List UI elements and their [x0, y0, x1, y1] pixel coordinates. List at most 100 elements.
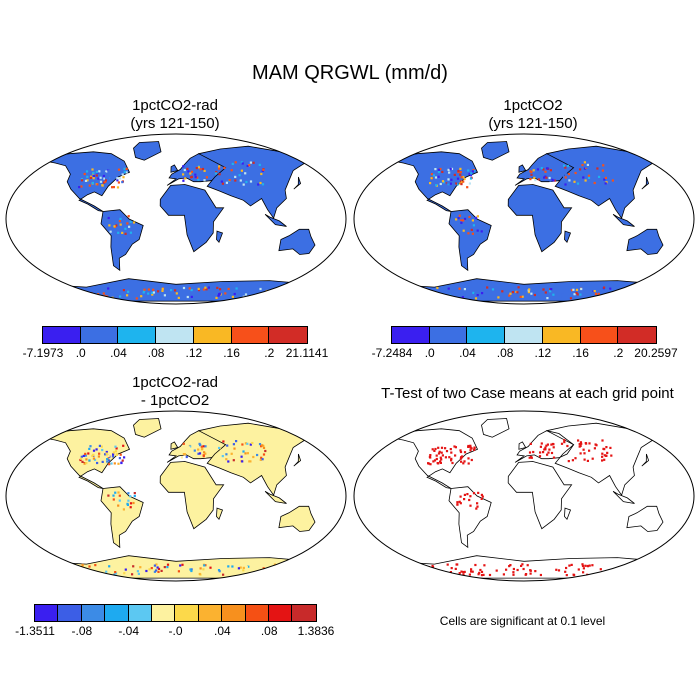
grid-cell [463, 498, 466, 501]
continent-jp [641, 176, 650, 190]
grid-cell [517, 286, 520, 289]
grid-cell [91, 168, 94, 171]
grid-cell [194, 173, 197, 176]
grid-cell [456, 503, 459, 506]
colorbar-swatch [580, 327, 619, 343]
grid-cell [275, 573, 278, 576]
panel-a-colorbar [42, 326, 308, 344]
grid-cell [462, 573, 465, 576]
grid-cell [467, 462, 470, 465]
grid-cell [282, 570, 285, 573]
grid-cell [436, 462, 439, 465]
grid-cell [246, 452, 249, 455]
grid-cell [118, 494, 121, 497]
grid-cell [112, 453, 115, 456]
panel-b-title-line2: (yrs 121-150) [488, 115, 578, 132]
grid-cell [166, 566, 169, 569]
grid-cell [161, 287, 164, 290]
grid-cell [99, 176, 102, 179]
grid-cell [114, 450, 118, 453]
grid-cell [116, 453, 119, 456]
grid-cell [218, 446, 221, 450]
grid-cell [607, 289, 610, 292]
grid-cell [456, 183, 459, 186]
panel-b-colorbar [391, 326, 657, 344]
grid-cell [455, 563, 458, 566]
grid-cell [437, 168, 440, 171]
grid-cell [432, 174, 435, 177]
grid-cell [73, 573, 76, 576]
grid-cell [601, 455, 604, 458]
grid-cell [119, 295, 122, 298]
grid-cell [467, 169, 470, 172]
grid-cell [71, 290, 74, 293]
grid-cell [89, 176, 92, 179]
grid-cell [118, 172, 121, 175]
grid-cell [270, 570, 273, 573]
continent-jp [641, 453, 650, 467]
grid-cell [241, 460, 244, 463]
grid-cell [460, 456, 463, 459]
grid-cell [179, 564, 182, 567]
continent-au [278, 505, 316, 532]
grid-cell [261, 458, 264, 461]
continent-eu [514, 430, 575, 463]
grid-cell [450, 451, 453, 454]
grid-cell [587, 176, 591, 179]
grid-cell [457, 217, 460, 220]
grid-cell [481, 292, 484, 295]
grid-cell [92, 177, 95, 180]
grid-cell [68, 296, 71, 299]
grid-cell [566, 444, 569, 448]
grid-cell [202, 454, 205, 457]
grid-cell [94, 564, 97, 567]
grid-cell [202, 288, 206, 291]
grid-cell [549, 169, 552, 172]
grid-cell [581, 563, 584, 566]
continent-gr [133, 141, 162, 161]
grid-cell [437, 175, 440, 178]
grid-cell [227, 460, 230, 463]
continent-ind [612, 490, 635, 504]
grid-cell [542, 288, 545, 291]
grid-cell [219, 288, 222, 291]
grid-cell [439, 167, 442, 171]
grid-cell [109, 230, 112, 233]
grid-cell [467, 444, 470, 448]
grid-cell [429, 182, 432, 185]
colorbar-swatch [429, 327, 468, 343]
grid-cell [579, 293, 582, 296]
grid-cell [477, 573, 480, 576]
grid-cell [512, 571, 515, 574]
grid-cell [217, 569, 221, 572]
grid-cell [258, 443, 262, 446]
grid-cell [264, 292, 267, 295]
grid-cell [186, 167, 189, 170]
grid-cell [88, 459, 91, 462]
grid-cell [580, 287, 583, 291]
grid-cell [157, 570, 160, 573]
continent-au [626, 228, 664, 255]
grid-cell [445, 450, 449, 453]
grid-cell [197, 166, 200, 169]
grid-cell [121, 231, 124, 234]
grid-cell [451, 461, 454, 465]
grid-cell [225, 458, 228, 461]
colorbar-swatch [231, 327, 270, 343]
grid-cell [460, 460, 463, 463]
grid-cell [616, 574, 619, 577]
grid-cell [88, 184, 91, 187]
grid-cell [174, 289, 177, 292]
grid-cell [552, 179, 555, 182]
grid-cell [413, 564, 416, 567]
colorbar-swatch [35, 605, 59, 621]
grid-cell [88, 447, 91, 450]
grid-cell [217, 167, 221, 170]
grid-cell [463, 288, 466, 291]
grid-cell [561, 164, 564, 167]
grid-cell [117, 181, 120, 184]
grid-cell [563, 441, 566, 444]
grid-cell [91, 454, 94, 457]
grid-cell [444, 456, 447, 459]
grid-cell [101, 448, 104, 452]
